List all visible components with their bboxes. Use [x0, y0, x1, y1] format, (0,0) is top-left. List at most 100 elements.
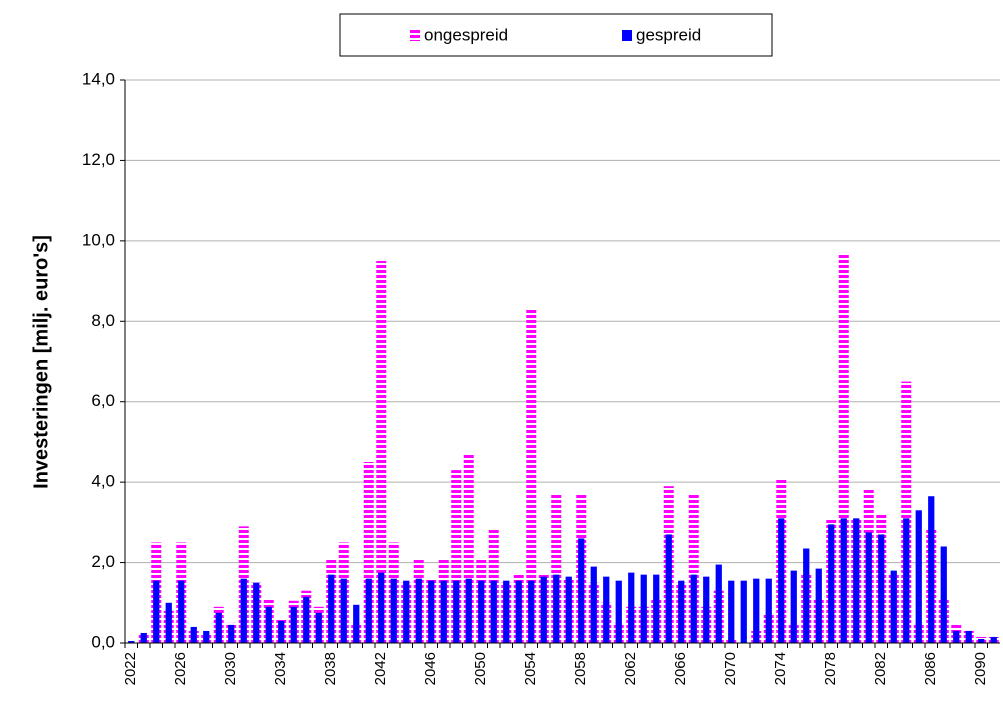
x-tick-label: 2054	[522, 652, 539, 685]
bar	[203, 630, 210, 643]
x-tick-label: 2090	[972, 652, 989, 685]
bar	[978, 638, 985, 643]
y-axis-label: Investeringen [milj. euro's]	[30, 235, 52, 489]
y-tick-label: 0,0	[91, 632, 115, 651]
bar	[415, 578, 422, 643]
x-tick-label: 2058	[572, 652, 589, 685]
bar	[615, 580, 622, 643]
bar	[940, 546, 947, 643]
bar	[790, 570, 797, 643]
y-tick-label: 4,0	[91, 472, 115, 491]
bar	[240, 578, 247, 643]
bar	[740, 580, 747, 643]
bar	[378, 572, 385, 643]
y-tick-label: 14,0	[82, 69, 115, 88]
bar	[403, 580, 410, 643]
bar	[665, 534, 672, 643]
x-tick-label: 2026	[172, 652, 189, 685]
y-tick-label: 10,0	[82, 230, 115, 249]
bar	[451, 470, 462, 643]
x-tick-label: 2046	[422, 652, 439, 685]
bar	[340, 578, 347, 643]
bar	[965, 630, 972, 643]
x-tick-label: 2042	[372, 652, 389, 685]
bar	[303, 596, 310, 643]
bar	[528, 580, 535, 643]
x-tick-label: 2082	[872, 652, 889, 685]
bar	[915, 510, 922, 643]
bar	[140, 632, 147, 643]
legend-box	[339, 13, 773, 57]
bar	[890, 570, 897, 643]
bar	[478, 580, 485, 643]
x-tick-label: 2062	[622, 652, 639, 685]
bar	[953, 630, 960, 643]
bar	[715, 564, 722, 643]
bar	[390, 578, 397, 643]
bar	[503, 580, 510, 643]
bar	[653, 574, 660, 643]
x-tick-label: 2066	[672, 652, 689, 685]
y-tick-label: 6,0	[91, 391, 115, 410]
bar	[376, 260, 387, 643]
bar	[903, 518, 910, 643]
bar	[688, 494, 699, 643]
bar	[901, 381, 912, 643]
bar	[178, 580, 185, 643]
bar	[865, 532, 872, 643]
bar	[215, 612, 222, 643]
bar	[265, 606, 272, 643]
y-tick-label: 8,0	[91, 311, 115, 330]
bar	[690, 574, 697, 643]
x-tick-label: 2030	[222, 652, 239, 685]
bar	[678, 580, 685, 643]
x-tick-label: 2078	[822, 652, 839, 685]
bar	[590, 566, 597, 643]
bar	[515, 580, 522, 643]
x-tick-label: 2070	[722, 652, 739, 685]
x-tick-label: 2034	[272, 652, 289, 685]
bar	[278, 620, 285, 643]
bar	[440, 580, 447, 643]
x-tick-label: 2022	[122, 652, 139, 685]
bar	[428, 580, 435, 643]
bar	[465, 578, 472, 643]
bar	[828, 524, 835, 643]
bar	[990, 636, 997, 643]
bar	[803, 548, 810, 643]
legend-swatch	[410, 30, 420, 41]
bar	[165, 602, 172, 643]
bar	[228, 624, 235, 643]
bar	[153, 580, 160, 643]
y-tick-label: 2,0	[91, 552, 115, 571]
x-tick-label: 2038	[322, 652, 339, 685]
bar	[290, 606, 297, 643]
bar	[128, 640, 135, 643]
bar	[253, 582, 260, 643]
bar	[526, 309, 537, 643]
bar	[640, 574, 647, 643]
bar	[578, 538, 585, 643]
bar	[928, 496, 935, 643]
x-tick-label: 2086	[922, 652, 939, 685]
bar	[490, 580, 497, 643]
bar	[463, 453, 474, 643]
bar	[778, 518, 785, 643]
bar	[728, 580, 735, 643]
bar	[628, 572, 635, 643]
bar	[565, 576, 572, 643]
bar	[815, 568, 822, 643]
bar	[853, 518, 860, 643]
bar	[838, 252, 849, 643]
bar	[363, 462, 374, 643]
legend-label: ongespreid	[424, 25, 508, 44]
bar	[603, 576, 610, 643]
bar	[765, 578, 772, 643]
bar	[453, 580, 460, 643]
bar	[878, 534, 885, 643]
bar	[551, 494, 562, 643]
bar	[190, 626, 197, 643]
bar	[540, 576, 547, 643]
bar	[753, 578, 760, 643]
bar	[703, 576, 710, 643]
